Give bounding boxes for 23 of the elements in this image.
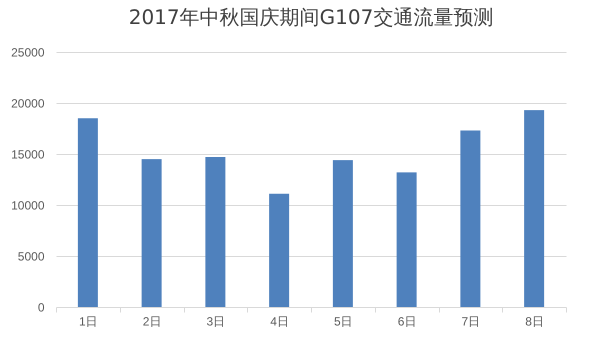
bar xyxy=(524,110,544,307)
bar xyxy=(205,157,226,307)
bar xyxy=(460,130,480,307)
y-tick-label: 0 xyxy=(38,300,45,314)
x-tick-label: 8日 xyxy=(525,314,544,328)
bar xyxy=(142,159,162,307)
x-tick-label: 3日 xyxy=(206,314,226,328)
x-tick-label: 2日 xyxy=(142,314,162,328)
x-tick-label: 7日 xyxy=(462,314,480,328)
x-tick-label: 5日 xyxy=(334,314,353,328)
y-tick-label: 15000 xyxy=(11,148,45,162)
y-tick-label: 5000 xyxy=(18,250,45,264)
y-tick-label: 10000 xyxy=(11,198,45,212)
bar xyxy=(396,172,417,307)
chart-title: 2017年中秋国庆期间G107交通流量预测 xyxy=(128,5,494,29)
bar xyxy=(332,160,353,307)
y-tick-label: 20000 xyxy=(11,96,45,110)
x-tick-label: 4日 xyxy=(270,314,289,328)
x-tick-label: 1日 xyxy=(79,314,98,328)
bar xyxy=(269,194,290,307)
y-tick-label: 25000 xyxy=(11,46,45,60)
x-tick-label: 6日 xyxy=(398,314,416,328)
bar xyxy=(78,118,98,307)
